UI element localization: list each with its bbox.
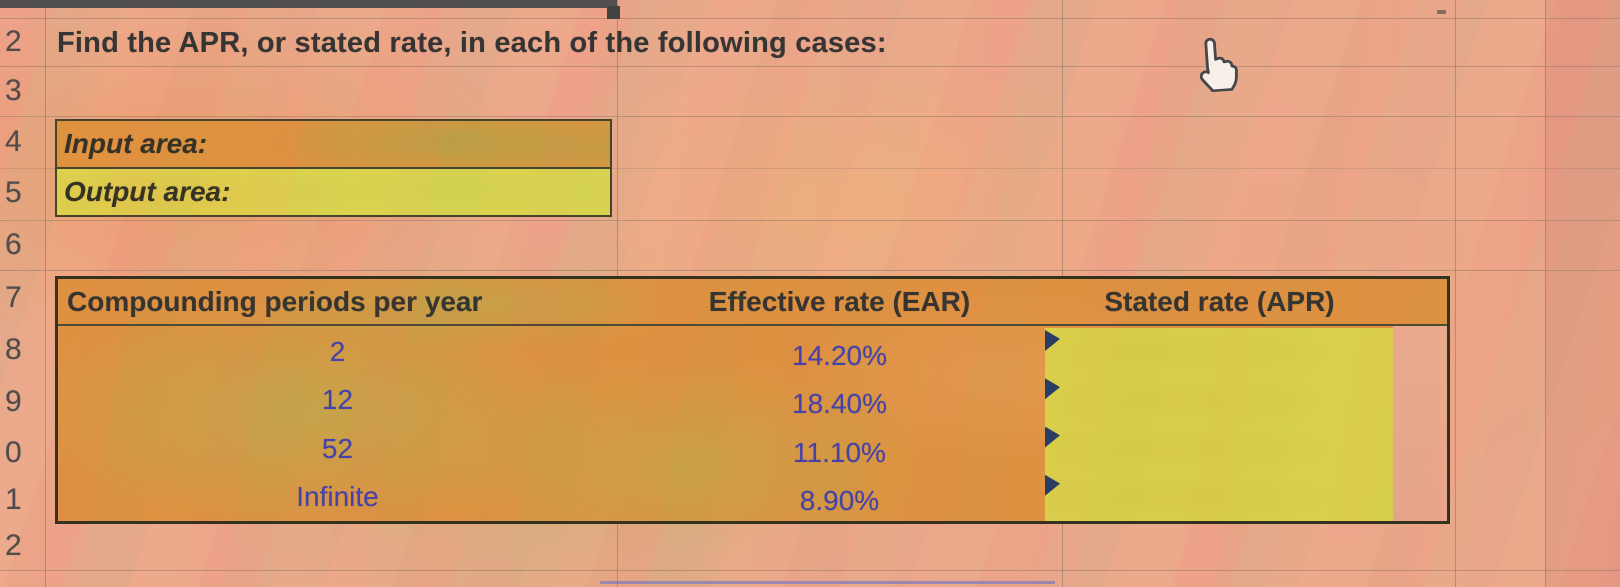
row-header-2[interactable]: 2 bbox=[5, 25, 22, 58]
input-area-cell[interactable]: Input area: bbox=[55, 119, 612, 169]
gridline bbox=[1545, 0, 1546, 587]
row-header-5[interactable]: 5 bbox=[5, 176, 22, 209]
apr-value bbox=[1045, 425, 1393, 473]
column-resize-handle[interactable] bbox=[607, 6, 620, 19]
row-header-7[interactable]: 7 bbox=[5, 281, 22, 314]
table-body: 2 14.20% 12 18.40% 52 11.10% bbox=[58, 328, 1447, 521]
table-row: 12 18.40% bbox=[58, 376, 1447, 425]
ear-cell[interactable]: 14.20% bbox=[792, 340, 887, 372]
row-header-3[interactable]: 3 bbox=[5, 74, 22, 107]
gridline bbox=[1455, 0, 1456, 587]
gridline bbox=[0, 270, 1620, 271]
ear-cell[interactable]: 8.90% bbox=[799, 484, 880, 516]
row-header-11[interactable]: 1 bbox=[5, 483, 22, 516]
unfilled-cell-strip bbox=[1393, 326, 1447, 521]
gridline bbox=[0, 168, 1620, 169]
table-row: 52 11.10% bbox=[58, 424, 1447, 473]
apr-value bbox=[1045, 473, 1393, 521]
apr-value bbox=[1045, 328, 1393, 376]
header-stated-rate[interactable]: Stated rate (APR) bbox=[1104, 285, 1335, 317]
apr-table: Compounding periods per year Effective r… bbox=[55, 276, 1450, 524]
gridline bbox=[0, 66, 1620, 67]
row-header-12[interactable]: 2 bbox=[5, 529, 22, 562]
output-area-cell[interactable]: Output area: bbox=[55, 167, 612, 217]
gridline bbox=[0, 570, 1620, 571]
ear-cell[interactable]: 18.40% bbox=[792, 388, 887, 420]
header-compounding-periods[interactable]: Compounding periods per year bbox=[67, 285, 483, 317]
periods-cell[interactable]: 12 bbox=[321, 384, 354, 416]
apr-answer-cell[interactable] bbox=[1045, 376, 1393, 425]
gridline bbox=[0, 18, 1620, 19]
row-header-9[interactable]: 9 bbox=[5, 385, 22, 418]
row-header-4[interactable]: 4 bbox=[5, 125, 22, 158]
photo-edge-shade bbox=[1545, 0, 1620, 587]
ear-cell[interactable]: 11.10% bbox=[793, 436, 886, 468]
row-header-10[interactable]: 0 bbox=[5, 436, 22, 469]
apr-answer-cell[interactable] bbox=[1045, 328, 1393, 377]
header-effective-rate[interactable]: Effective rate (EAR) bbox=[708, 285, 971, 317]
periods-cell[interactable]: Infinite bbox=[296, 480, 379, 512]
periods-cell[interactable]: 2 bbox=[329, 336, 346, 368]
periods-cell[interactable]: 52 bbox=[321, 432, 354, 464]
selection-edge bbox=[600, 581, 1055, 584]
table-row: Infinite 8.90% bbox=[58, 472, 1447, 521]
apr-answer-cell[interactable] bbox=[1045, 472, 1393, 521]
table-row: 2 14.20% bbox=[58, 328, 1447, 377]
instruction-cell[interactable]: Find the APR, or stated rate, in each of… bbox=[57, 27, 887, 59]
hand-pointer-icon bbox=[1199, 37, 1238, 93]
row-header-6[interactable]: 6 bbox=[5, 228, 22, 261]
screen-artifact bbox=[1437, 10, 1446, 14]
row-header-8[interactable]: 8 bbox=[5, 333, 22, 366]
gridline bbox=[45, 0, 46, 587]
apr-answer-cell[interactable] bbox=[1045, 424, 1393, 473]
table-header-row: Compounding periods per year Effective r… bbox=[58, 279, 1447, 326]
gridline bbox=[0, 116, 1620, 117]
gridline bbox=[0, 220, 1620, 221]
column-header-strip bbox=[0, 0, 617, 8]
apr-value bbox=[1045, 376, 1393, 424]
